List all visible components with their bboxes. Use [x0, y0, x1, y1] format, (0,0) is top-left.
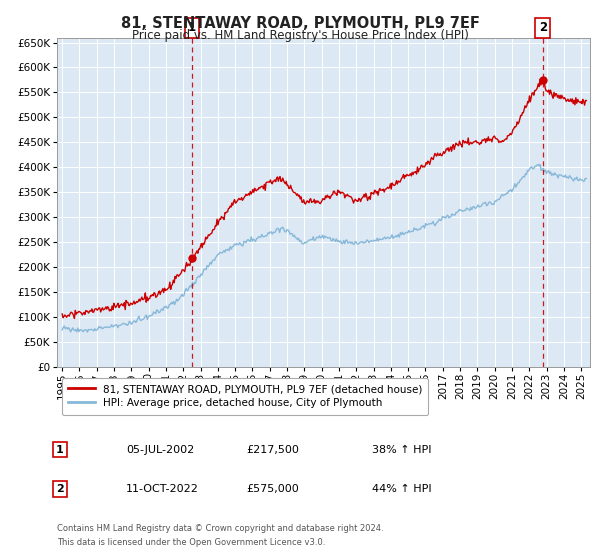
- Text: 38% ↑ HPI: 38% ↑ HPI: [372, 445, 431, 455]
- Text: This data is licensed under the Open Government Licence v3.0.: This data is licensed under the Open Gov…: [57, 538, 325, 547]
- Text: 2: 2: [56, 484, 64, 494]
- Text: 2: 2: [539, 21, 547, 34]
- Text: £575,000: £575,000: [246, 484, 299, 494]
- Text: Price paid vs. HM Land Registry's House Price Index (HPI): Price paid vs. HM Land Registry's House …: [131, 29, 469, 42]
- Text: Contains HM Land Registry data © Crown copyright and database right 2024.: Contains HM Land Registry data © Crown c…: [57, 524, 383, 533]
- Text: 1: 1: [188, 21, 196, 34]
- Text: 1: 1: [56, 445, 64, 455]
- Text: 11-OCT-2022: 11-OCT-2022: [126, 484, 199, 494]
- Text: £217,500: £217,500: [246, 445, 299, 455]
- Legend: 81, STENTAWAY ROAD, PLYMOUTH, PL9 7EF (detached house), HPI: Average price, deta: 81, STENTAWAY ROAD, PLYMOUTH, PL9 7EF (d…: [62, 377, 428, 415]
- Text: 81, STENTAWAY ROAD, PLYMOUTH, PL9 7EF: 81, STENTAWAY ROAD, PLYMOUTH, PL9 7EF: [121, 16, 479, 31]
- Text: 05-JUL-2002: 05-JUL-2002: [126, 445, 194, 455]
- Text: 44% ↑ HPI: 44% ↑ HPI: [372, 484, 431, 494]
